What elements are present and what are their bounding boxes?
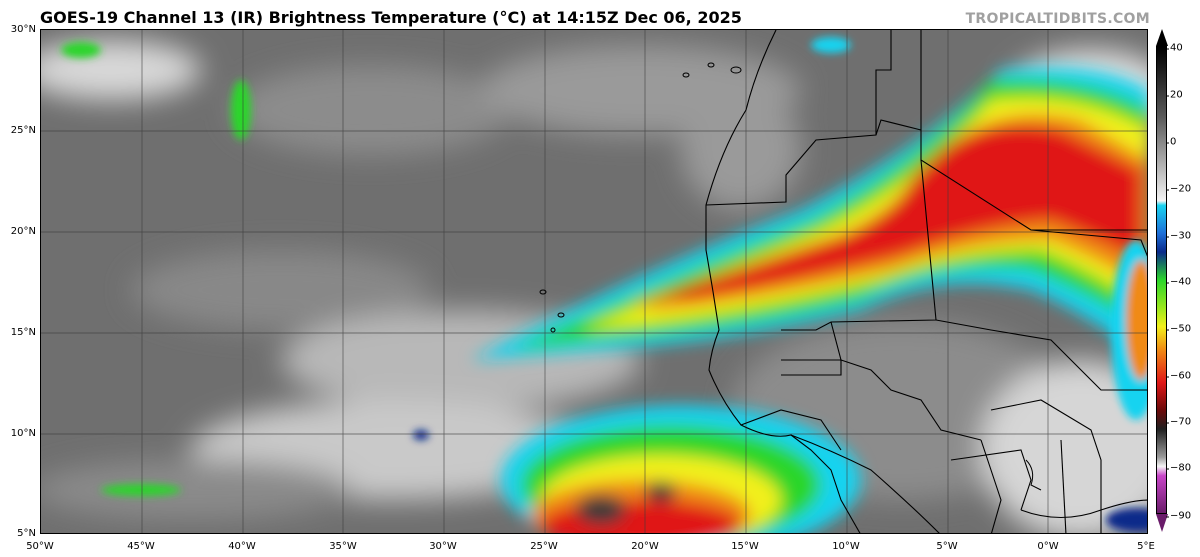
colorbar-tick: −70 [1165,416,1192,428]
colorbar-tick: −90 [1165,510,1192,522]
credit-watermark: TROPICALTIDBITS.COM [965,11,1150,27]
colorbar-tick: 0 [1165,136,1177,148]
colorbar-min-arrow [1156,514,1168,532]
lat-label: 25°N [10,125,36,136]
lat-label: 5°N [17,528,36,539]
colorbar-tick: −60 [1165,370,1192,382]
graticule [41,30,1147,533]
colorbar-tick: −30 [1165,230,1192,242]
colorbar [1156,46,1167,514]
map-title: GOES-19 Channel 13 (IR) Brightness Tempe… [40,8,742,27]
satellite-map [40,29,1148,534]
lon-label: 35°W [329,541,357,552]
colorbar-tick: 20 [1166,89,1183,101]
lon-label: 45°W [127,541,155,552]
scattered-cells [61,37,851,496]
lat-label: 20°N [10,226,36,237]
lat-label: 15°N [10,327,36,338]
lon-label: 15°W [731,541,759,552]
lat-label: 10°N [10,428,36,439]
lon-label: 40°W [228,541,256,552]
colorbar-max-arrow [1156,29,1168,46]
colorbar-tick: −50 [1165,323,1192,335]
lon-label: 0°W [1037,541,1059,552]
eastern-edge-system [1106,240,1147,532]
colorbar-tick: −80 [1165,462,1192,474]
lon-label: 5°E [1137,541,1155,552]
lon-label: 10°W [832,541,860,552]
colorbar-tick: 40 [1166,42,1183,54]
colorbar-tick: −20 [1165,183,1192,195]
coastline-borders [705,30,1147,533]
ir-imagery [41,30,1147,533]
lon-label: 25°W [530,541,558,552]
lon-label: 20°W [631,541,659,552]
lon-label: 30°W [429,541,457,552]
lon-label: 5°W [936,541,958,552]
lon-label: 50°W [26,541,54,552]
colorbar-tick: −40 [1165,276,1192,288]
convective-band [471,67,1147,360]
lat-label: 30°N [10,24,36,35]
islands [539,62,742,333]
lake-volta [1025,459,1042,491]
